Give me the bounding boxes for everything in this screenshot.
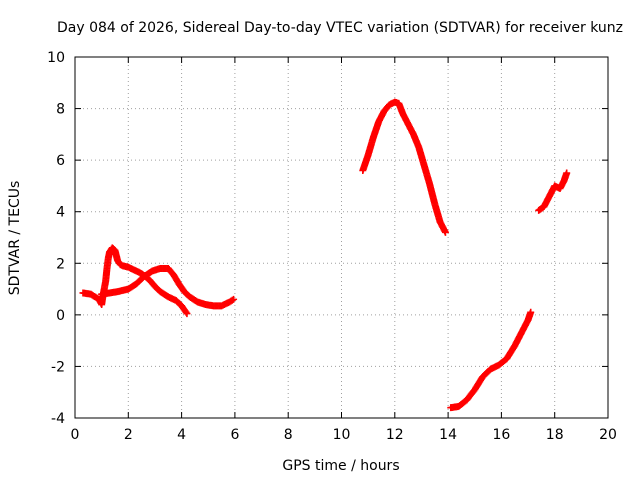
x-axis-label: GPS time / hours <box>282 458 399 474</box>
y-tick-label: 4 <box>56 205 65 221</box>
data-points <box>79 98 571 412</box>
x-tick-label: 0 <box>71 427 80 443</box>
series-arc-3 <box>359 98 449 236</box>
chart-title: Day 084 of 2026, Sidereal Day-to-day VTE… <box>57 20 623 36</box>
data-point <box>228 296 236 304</box>
series-arc-5 <box>535 169 571 214</box>
data-point <box>441 228 449 236</box>
y-tick-label: 0 <box>56 308 65 324</box>
data-point <box>527 308 535 316</box>
x-tick-label: 6 <box>230 427 239 443</box>
grid <box>75 57 608 418</box>
data-point <box>182 308 190 316</box>
data-point <box>230 295 238 303</box>
x-tick-label: 20 <box>599 427 617 443</box>
series-arc-2 <box>98 264 238 310</box>
y-tick-label: 10 <box>47 50 65 66</box>
x-tick-label: 10 <box>333 427 351 443</box>
x-tick-label: 4 <box>177 427 186 443</box>
x-tick-label: 18 <box>546 427 564 443</box>
x-tick-label: 8 <box>284 427 293 443</box>
y-tick-label: 2 <box>56 256 65 272</box>
series-arc-4 <box>447 308 535 412</box>
x-tick-labels: 0 2 4 6 8 10 12 14 16 18 20 <box>71 427 617 443</box>
plot-frame <box>74 56 609 419</box>
x-tick-label: 14 <box>439 427 457 443</box>
y-tick-labels: -4 -2 0 2 4 6 8 10 <box>47 50 65 427</box>
series-arc-1 <box>79 244 191 318</box>
y-tick-label: 6 <box>56 153 65 169</box>
x-tick-label: 12 <box>386 427 404 443</box>
data-point <box>183 310 191 318</box>
x-tick-label: 16 <box>492 427 510 443</box>
y-tick-label: 8 <box>56 102 65 118</box>
y-axis-label: SDTVAR / TECUs <box>7 181 23 296</box>
data-point <box>563 169 571 177</box>
y-tick-label: -2 <box>51 359 65 375</box>
y-tick-label: -4 <box>51 411 65 427</box>
x-tick-label: 2 <box>124 427 133 443</box>
